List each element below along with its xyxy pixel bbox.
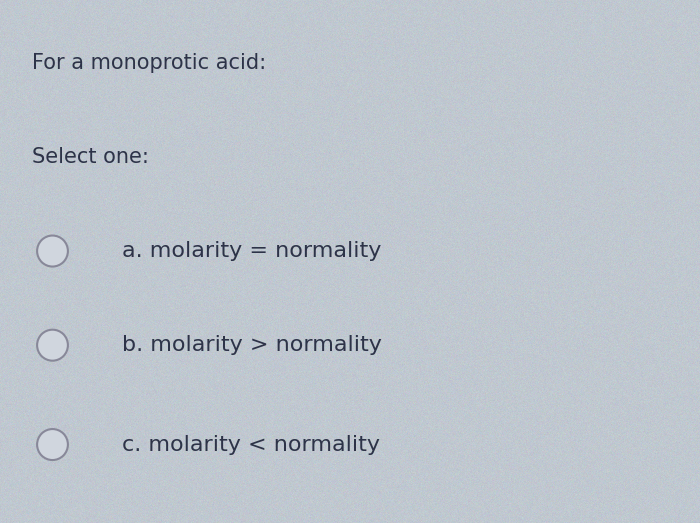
Text: Select one:: Select one: bbox=[32, 147, 148, 167]
Text: b. molarity > normality: b. molarity > normality bbox=[122, 335, 382, 355]
Text: For a monoprotic acid:: For a monoprotic acid: bbox=[32, 53, 265, 73]
Ellipse shape bbox=[37, 429, 68, 460]
Text: c. molarity < normality: c. molarity < normality bbox=[122, 435, 381, 454]
Ellipse shape bbox=[37, 235, 68, 267]
Ellipse shape bbox=[37, 329, 68, 361]
Text: a. molarity = normality: a. molarity = normality bbox=[122, 241, 382, 261]
